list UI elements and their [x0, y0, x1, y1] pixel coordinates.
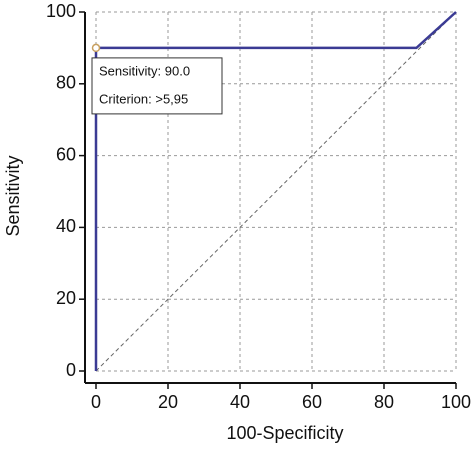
- tooltip-text: Criterion: >5,95: [99, 91, 188, 106]
- x-axis-label: 100-Specificity: [226, 423, 343, 443]
- roc-curve: [94, 11, 457, 371]
- y-tick-label: 100: [46, 1, 76, 21]
- y-tick-label: 80: [56, 73, 76, 93]
- y-tick-label: 20: [56, 288, 76, 308]
- x-tick-label: 20: [158, 392, 178, 412]
- tooltip-text: Sensitivity: 90.0: [99, 63, 190, 78]
- x-tick-label: 40: [230, 392, 250, 412]
- y-tick-label: 0: [66, 360, 76, 380]
- x-tick-label: 0: [91, 392, 101, 412]
- x-tick-label: 60: [302, 392, 322, 412]
- reference-line: [95, 11, 457, 372]
- x-tick-label: 100: [441, 392, 471, 412]
- y-tick-label: 40: [56, 216, 76, 236]
- x-tick-label: 80: [374, 392, 394, 412]
- criterion-point: [91, 43, 101, 53]
- y-axis-label: Sensitivity: [3, 155, 23, 236]
- tooltip-box: [91, 57, 223, 115]
- y-tick-label: 60: [56, 144, 76, 164]
